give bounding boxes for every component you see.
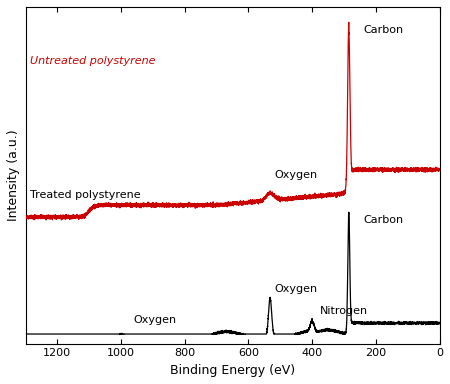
X-axis label: Binding Energy (eV): Binding Energy (eV) [170,364,295,377]
Text: Carbon: Carbon [363,25,403,35]
Text: Carbon: Carbon [363,215,403,225]
Text: Untreated polystyrene: Untreated polystyrene [30,56,156,66]
Text: Oxygen: Oxygen [274,170,317,180]
Text: Nitrogen: Nitrogen [320,306,368,316]
Text: Treated polystyrene: Treated polystyrene [30,190,141,200]
Text: Oxygen: Oxygen [134,315,177,325]
Text: Oxygen: Oxygen [274,284,317,294]
Y-axis label: Intensity (a.u.): Intensity (a.u.) [7,129,20,221]
